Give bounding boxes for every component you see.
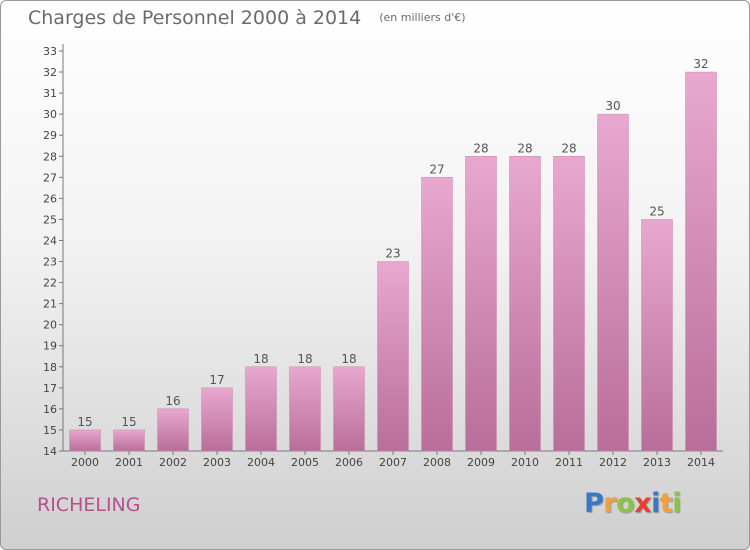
data-label: 25	[649, 204, 664, 218]
bar	[289, 366, 321, 452]
bar	[641, 219, 673, 452]
data-label: 18	[253, 352, 268, 366]
y-tick-label: 18	[43, 361, 57, 374]
x-tick-label: 2014	[687, 456, 715, 469]
y-tick-label: 17	[43, 382, 57, 395]
y-tick-label: 20	[43, 319, 57, 332]
bar	[377, 261, 409, 452]
logo-letter: o	[616, 488, 635, 519]
title-text: Charges de Personnel 2000 à 2014	[28, 7, 362, 29]
x-tick-label: 2001	[115, 456, 143, 469]
y-tick-label: 23	[43, 256, 57, 269]
data-label: 15	[77, 415, 92, 429]
bar	[157, 408, 189, 452]
proxiti-logo: Proxiti	[584, 488, 682, 519]
x-tick-label: 2004	[247, 456, 275, 469]
data-label: 28	[561, 141, 576, 155]
x-tick-label: 2013	[643, 456, 671, 469]
y-tick-label: 24	[43, 234, 57, 247]
bar	[685, 71, 717, 452]
logo-letter: t	[659, 488, 673, 519]
chart-title: Charges de Personnel 2000 à 2014 (en mill…	[28, 7, 466, 29]
x-tick-label: 2012	[599, 456, 627, 469]
x-tick-label: 2007	[379, 456, 407, 469]
y-tick-label: 21	[43, 298, 57, 311]
data-label: 28	[473, 141, 488, 155]
y-tick-label: 26	[43, 192, 57, 205]
data-label: 18	[341, 352, 356, 366]
bar	[201, 387, 233, 452]
x-tick-label: 2010	[511, 456, 539, 469]
data-label: 17	[209, 373, 224, 387]
data-label: 23	[385, 247, 400, 261]
data-label: 18	[297, 352, 312, 366]
bar	[333, 366, 365, 452]
y-tick-label: 25	[43, 213, 57, 226]
x-tick-label: 2008	[423, 456, 451, 469]
x-tick-label: 2011	[555, 456, 583, 469]
y-tick-label: 30	[43, 108, 57, 121]
bar	[69, 429, 101, 452]
y-tick-label: 19	[43, 340, 57, 353]
y-tick-label: 29	[43, 129, 57, 142]
data-label: 32	[693, 57, 708, 71]
bar	[113, 429, 145, 452]
y-tick-label: 16	[43, 403, 57, 416]
y-tick-label: 31	[43, 87, 57, 100]
y-tick-label: 33	[43, 45, 57, 58]
logo-letter: r	[603, 488, 617, 519]
x-tick-label: 2002	[159, 456, 187, 469]
logo-letter: x	[634, 488, 652, 519]
logo-letter: P	[584, 488, 604, 519]
data-labels: 15 15 16 17 18 18 18 23 27 28 28 28 30 25 32	[77, 57, 708, 429]
x-tick-label: 2005	[291, 456, 319, 469]
y-tick-label: 15	[43, 424, 57, 437]
y-tick-label: 28	[43, 150, 57, 163]
y-tick-label: 22	[43, 277, 57, 290]
bar	[553, 156, 585, 452]
y-tick-label: 14	[43, 445, 57, 458]
y-tick-label: 32	[43, 66, 57, 79]
bar	[245, 366, 277, 452]
bar	[465, 156, 497, 452]
data-label: 30	[605, 99, 620, 113]
data-label: 27	[429, 162, 444, 176]
logo-letter: i	[672, 488, 682, 519]
bar	[509, 156, 541, 452]
logo-letter: i	[651, 488, 660, 519]
x-tick-label: 2006	[335, 456, 363, 469]
bar	[597, 113, 629, 452]
x-tick-label: 2000	[71, 456, 99, 469]
bar	[421, 177, 453, 452]
x-tick-label: 2003	[203, 456, 231, 469]
data-label: 28	[517, 141, 532, 155]
data-label: 16	[165, 394, 180, 408]
bars	[69, 71, 717, 452]
y-tick-label: 27	[43, 171, 57, 184]
commune-name: RICHELING	[37, 494, 141, 516]
x-tick-label: 2009	[467, 456, 495, 469]
data-label: 15	[121, 415, 136, 429]
chart-subtitle: (en milliers d'€)	[379, 11, 466, 24]
